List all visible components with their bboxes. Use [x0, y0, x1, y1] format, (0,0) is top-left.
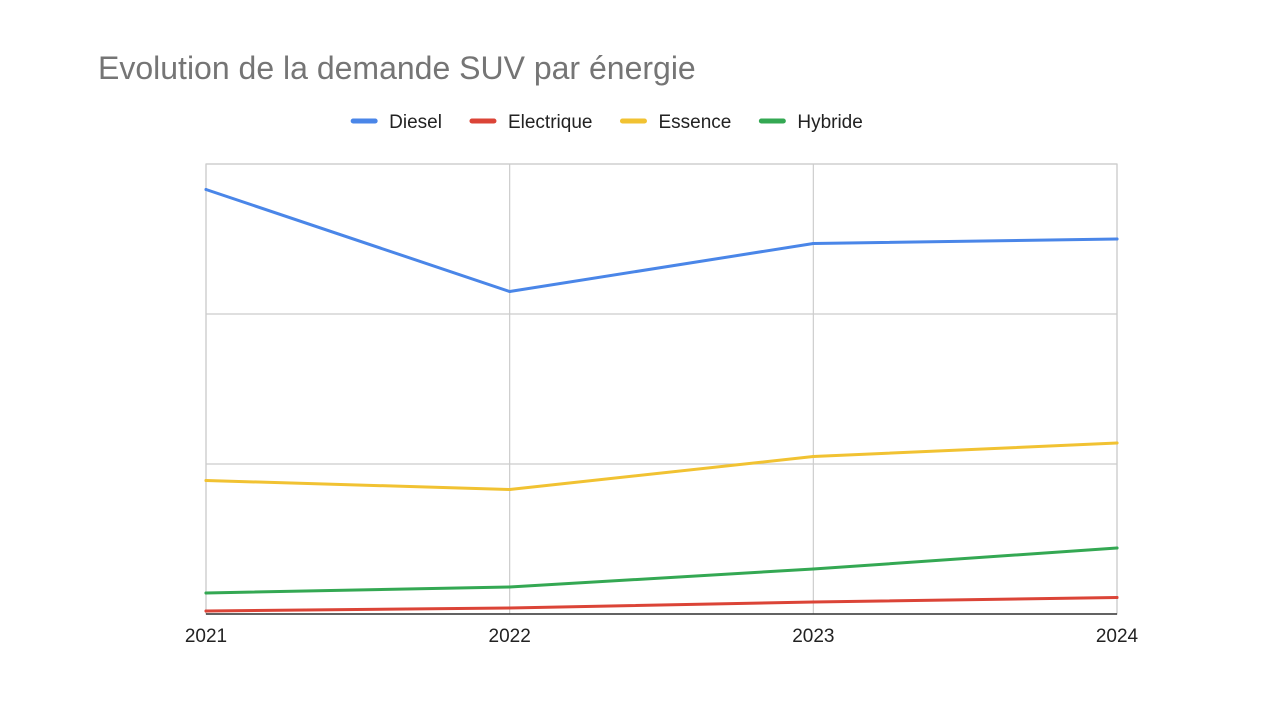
data-point-essence-2023: [811, 455, 815, 458]
data-point-diesel-2023: [811, 242, 815, 245]
chart-title: Evolution de la demande SUV par énergie: [98, 50, 696, 86]
data-point-electrique-2023: [811, 600, 815, 604]
data-point-diesel-2024: [1115, 237, 1119, 241]
x-tick-label: 2024: [1096, 626, 1139, 647]
data-point-electrique-2021: [204, 609, 208, 613]
legend-item-essence: Essence: [619, 112, 731, 133]
legend-label-diesel: Diesel: [389, 112, 442, 133]
data-point-diesel-2021: [204, 188, 208, 191]
legend-item-hybride: Hybride: [758, 112, 863, 133]
data-point-essence-2022: [508, 488, 512, 491]
data-point-hybride-2022: [508, 585, 512, 589]
data-point-essence-2021: [204, 479, 208, 482]
legend-label-electrique: Electrique: [508, 112, 593, 133]
data-point-hybride-2021: [204, 591, 208, 595]
series-line-hybride: [204, 546, 1119, 595]
series-line-electrique: [204, 596, 1119, 613]
series-line-diesel: [204, 188, 1119, 293]
data-point-essence-2024: [1115, 441, 1119, 445]
legend-label-hybride: Hybride: [797, 112, 862, 133]
legend-label-essence: Essence: [658, 112, 731, 133]
x-tick-label: 2022: [489, 626, 531, 647]
plot-frame: [205, 163, 1118, 615]
data-point-hybride-2023: [811, 567, 815, 571]
data-point-electrique-2024: [1115, 596, 1119, 599]
x-tick-label: 2021: [185, 626, 227, 647]
legend-item-diesel: Diesel: [350, 112, 442, 133]
x-tick-label: 2023: [792, 626, 834, 647]
plot-area: 2021 2022 2023 2024: [185, 163, 1139, 647]
data-point-hybride-2024: [1115, 546, 1119, 550]
legend-item-electrique: Electrique: [469, 112, 593, 133]
data-point-electrique-2022: [508, 606, 512, 610]
chart-legend: Diesel Electrique Essence Hybride: [350, 112, 863, 133]
data-point-diesel-2022: [508, 290, 512, 293]
series-line-essence: [204, 441, 1119, 491]
